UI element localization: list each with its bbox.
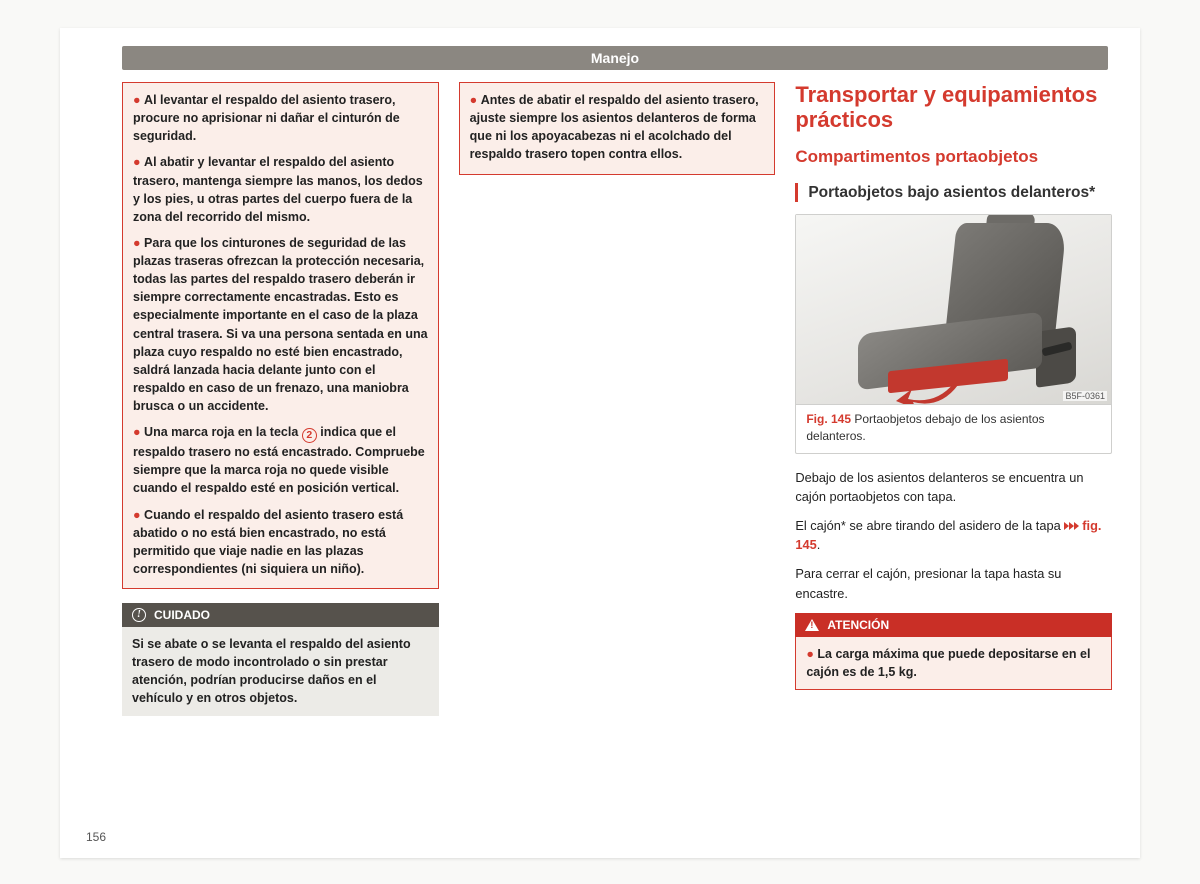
subsection-title: Portaobjetos bajo asientos delanteros* [795, 183, 1112, 202]
bullet-text: Cuando el respaldo del asiento trasero e… [133, 508, 403, 576]
bullet-dot-icon: ● [133, 155, 141, 169]
page-number: 156 [86, 830, 106, 844]
body-paragraph: Para cerrar el cajón, presionar la tapa … [795, 564, 1112, 602]
atencion-notice: ATENCIÓN ● La carga máxima que puede dep… [795, 613, 1112, 690]
warning-box-middle: ● Antes de abatir el respaldo del asient… [459, 82, 776, 175]
seat-illustration [840, 229, 1070, 399]
figure-code: B5F-0361 [1063, 391, 1107, 401]
atencion-label: ATENCIÓN [827, 618, 889, 632]
warning-triangle-icon [805, 619, 819, 631]
section-title: Compartimentos portaobjetos [795, 147, 1112, 167]
column-2: ● Antes de abatir el respaldo del asient… [459, 82, 776, 716]
warning-bullet: ● Al levantar el respaldo del asiento tr… [133, 91, 428, 145]
manual-page: Manejo ● Al levantar el respaldo del asi… [60, 28, 1140, 858]
bullet-text-pre: Una marca roja en la tecla [144, 425, 302, 439]
bullet-text: Al levantar el respaldo del asiento tras… [133, 93, 400, 143]
warning-bullet: ● Antes de abatir el respaldo del asient… [470, 91, 765, 164]
figure-image: B5F-0361 [796, 215, 1111, 405]
bullet-text: Para que los cinturones de seguridad de … [133, 236, 428, 413]
page-header: Manejo [122, 46, 1108, 70]
atencion-text: La carga máxima que puede depositarse en… [806, 647, 1090, 679]
chapter-title: Transportar y equipamientos prácticos [795, 82, 1112, 133]
ref-arrow-icon [1064, 518, 1079, 533]
bullet-dot-icon: ● [133, 425, 141, 439]
warning-box-left: ● Al levantar el respaldo del asiento tr… [122, 82, 439, 589]
atencion-body: ● La carga máxima que puede depositarse … [795, 637, 1112, 690]
figure-caption: Fig. 145 Portaobjetos debajo de los asie… [796, 405, 1111, 453]
cuidado-header: ! CUIDADO [122, 603, 439, 627]
bullet-text: Al abatir y levantar el respaldo del asi… [133, 155, 423, 223]
content-columns: ● Al levantar el respaldo del asiento tr… [122, 82, 1112, 716]
bullet-text: Antes de abatir el respaldo del asiento … [470, 93, 759, 161]
atencion-header: ATENCIÓN [795, 613, 1112, 637]
cuidado-label: CUIDADO [154, 608, 210, 622]
column-3: Transportar y equipamientos prácticos Co… [795, 82, 1112, 716]
warning-bullet: ● Al abatir y levantar el respaldo del a… [133, 153, 428, 226]
cuidado-notice: ! CUIDADO Si se abate o se levanta el re… [122, 603, 439, 716]
warning-bullet: ● Una marca roja en la tecla 2 indica qu… [133, 423, 428, 497]
body-paragraph: Debajo de los asientos delanteros se enc… [795, 468, 1112, 506]
bullet-dot-icon: ● [133, 236, 141, 250]
info-icon: ! [132, 608, 146, 622]
warning-bullet: ● Para que los cinturones de seguridad d… [133, 234, 428, 415]
bullet-dot-icon: ● [470, 93, 478, 107]
warning-bullet: ● Cuando el respaldo del asiento trasero… [133, 506, 428, 579]
body-paragraph: El cajón* se abre tirando del asidero de… [795, 516, 1112, 554]
bullet-dot-icon: ● [133, 93, 141, 107]
p2-pre: El cajón* se abre tirando del asidero de… [795, 518, 1064, 533]
bullet-dot-icon: ● [806, 647, 814, 661]
bullet-dot-icon: ● [133, 508, 141, 522]
p2-post: . [817, 537, 821, 552]
cuidado-body: Si se abate o se levanta el respaldo del… [122, 627, 439, 716]
figure-ref: Fig. 145 [806, 412, 851, 426]
figure-145: B5F-0361 Fig. 145 Portaobjetos debajo de… [795, 214, 1112, 454]
circled-number-icon: 2 [302, 428, 317, 443]
column-1: ● Al levantar el respaldo del asiento tr… [122, 82, 439, 716]
pull-arrow-icon [896, 379, 976, 405]
